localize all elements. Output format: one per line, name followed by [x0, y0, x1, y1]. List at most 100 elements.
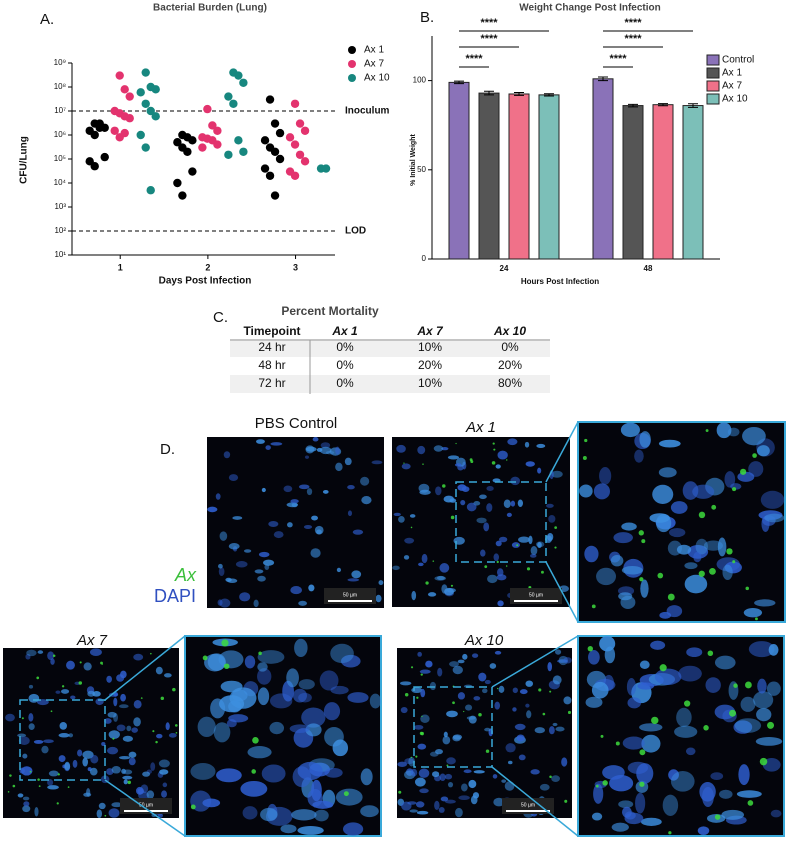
- bacteria: [752, 453, 757, 458]
- nucleus: [261, 487, 266, 493]
- bar: [538, 94, 560, 260]
- nucleus: [670, 770, 695, 792]
- bacteria: [37, 778, 40, 781]
- nucleus: [123, 779, 128, 785]
- bacteria: [104, 814, 107, 817]
- nucleus: [128, 751, 137, 758]
- nucleus: [25, 653, 31, 660]
- nucleus: [563, 657, 572, 664]
- nucleus: [297, 826, 324, 835]
- data-point: [224, 150, 233, 159]
- nucleus: [28, 693, 40, 703]
- bacteria: [258, 651, 262, 656]
- nucleus: [306, 488, 313, 496]
- significance-label: ****: [609, 53, 627, 65]
- data-point: [141, 68, 150, 77]
- nucleus: [599, 467, 612, 485]
- nucleus: [530, 546, 538, 556]
- bacteria: [516, 544, 519, 547]
- nucleus: [228, 474, 239, 481]
- bacteria: [455, 442, 457, 445]
- nucleus: [546, 503, 554, 508]
- nucleus: [640, 579, 649, 598]
- nucleus: [455, 807, 463, 818]
- nucleus: [697, 826, 710, 835]
- nucleus: [497, 450, 508, 460]
- nucleus: [280, 824, 297, 834]
- nucleus: [133, 653, 144, 661]
- nucleus: [28, 713, 34, 722]
- nucleus: [90, 754, 99, 764]
- nucleus: [330, 643, 354, 664]
- nucleus: [420, 688, 426, 698]
- bacteria: [221, 639, 229, 647]
- nucleus: [639, 660, 650, 669]
- nucleus: [83, 662, 92, 671]
- nucleus: [122, 775, 133, 780]
- y-axis-label: CFU/Lung: [19, 136, 30, 184]
- data-point: [234, 71, 243, 80]
- nucleus: [454, 463, 462, 467]
- zoom-box: [19, 699, 106, 781]
- nucleus: [352, 529, 364, 535]
- bacteria: [175, 731, 178, 734]
- y-tick-label: 100: [413, 76, 427, 85]
- nucleus: [555, 726, 565, 732]
- bacteria: [584, 438, 588, 443]
- nucleus: [322, 489, 329, 494]
- table-cell: 0%: [336, 340, 354, 354]
- zoom-connector: [491, 635, 579, 688]
- bacteria: [667, 593, 675, 601]
- x-tick-label: 1: [118, 262, 123, 272]
- bacteria: [554, 546, 557, 549]
- nucleus: [407, 801, 417, 805]
- nucleus: [403, 555, 410, 560]
- nucleus: [482, 688, 488, 694]
- data-point: [151, 112, 160, 121]
- nucleus: [442, 735, 451, 745]
- nucleus: [547, 533, 554, 542]
- bacteria: [602, 780, 608, 786]
- nucleus: [50, 658, 55, 665]
- bacteria: [587, 646, 593, 652]
- nucleus: [96, 809, 103, 818]
- data-point: [198, 143, 207, 152]
- data-point: [146, 186, 155, 195]
- nucleus: [347, 692, 369, 703]
- bacteria: [155, 740, 158, 744]
- nucleus: [60, 689, 70, 694]
- nucleus: [498, 685, 505, 693]
- nucleus: [621, 522, 637, 531]
- nucleus: [539, 783, 550, 791]
- nucleus: [264, 564, 270, 570]
- nucleus: [341, 654, 361, 668]
- nucleus: [312, 800, 334, 809]
- nucleus: [425, 660, 433, 668]
- nucleus: [537, 541, 542, 548]
- nucleus: [495, 464, 501, 469]
- nucleus: [411, 590, 417, 601]
- nucleus: [393, 512, 401, 517]
- data-point: [239, 78, 248, 87]
- x-tick-label: 24: [500, 264, 509, 273]
- nucleus: [133, 699, 142, 709]
- nucleus: [493, 553, 500, 562]
- nucleus: [717, 537, 727, 557]
- bacteria: [422, 463, 424, 465]
- nucleus: [620, 422, 640, 438]
- bacteria: [410, 666, 414, 669]
- x-axis-label: Days Post Infection: [159, 276, 252, 287]
- nucleus: [210, 698, 226, 719]
- nucleus: [716, 422, 732, 439]
- nucleus: [312, 437, 319, 442]
- nucleus: [23, 801, 30, 807]
- bacteria: [410, 526, 413, 529]
- table-cell: 20%: [418, 358, 442, 372]
- scale-bar-label: 50 µm: [529, 592, 543, 598]
- error-bar: [544, 93, 554, 97]
- legend-marker: [348, 74, 356, 82]
- nucleus: [634, 449, 644, 463]
- bacteria: [78, 681, 83, 685]
- nucleus: [287, 522, 293, 528]
- nucleus: [47, 785, 59, 790]
